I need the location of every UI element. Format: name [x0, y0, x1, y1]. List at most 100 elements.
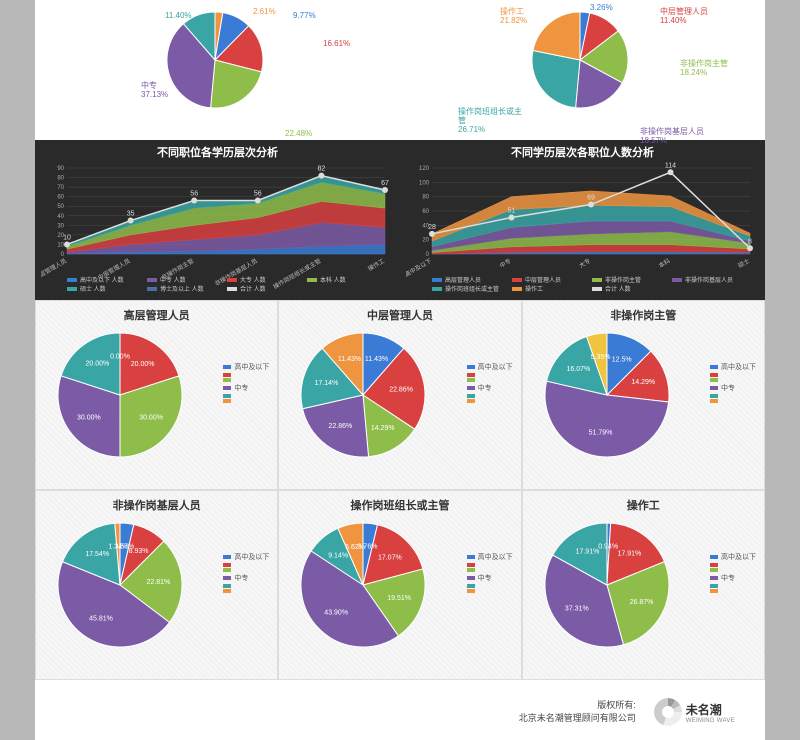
svg-text:56: 56: [190, 190, 198, 197]
small-pie-cell: 高层管理人员0.00%20.00%30.00%30.00%20.00%高中及以下…: [35, 300, 278, 490]
svg-text:硕士: 硕士: [737, 257, 751, 270]
small-pie-legend: 高中及以下中专: [223, 361, 269, 404]
svg-text:80: 80: [57, 176, 64, 182]
svg-text:10: 10: [63, 234, 71, 241]
small-pie-title: 非操作岗基层人员: [36, 497, 277, 513]
svg-text:22.81%: 22.81%: [146, 579, 170, 586]
svg-text:中专 人数: 中专 人数: [160, 276, 186, 284]
small-pie-legend: 高中及以下中专: [710, 361, 756, 404]
svg-text:8.93%: 8.93%: [129, 548, 149, 555]
small-pie-cell: 非操作岗基层人员3.57%8.93%22.81%45.81%17.54%1.34…: [35, 490, 278, 680]
svg-text:高中及以下: 高中及以下: [406, 257, 433, 279]
svg-text:0: 0: [61, 252, 65, 258]
svg-text:大专: 大专: [578, 257, 592, 270]
pie-slice-label: 中专37.13%: [141, 82, 168, 100]
svg-text:操作岗班组长或主管: 操作岗班组长或主管: [272, 257, 323, 291]
svg-text:30.00%: 30.00%: [77, 414, 101, 421]
svg-text:22.86%: 22.86%: [390, 387, 414, 394]
svg-text:大专 人数: 大专 人数: [240, 276, 266, 284]
svg-text:56: 56: [254, 190, 262, 197]
svg-text:40: 40: [57, 214, 64, 220]
svg-text:中专: 中专: [498, 257, 512, 270]
pie-slice-label: 中层管理人员11.40%: [660, 8, 708, 26]
footer-text: 版权所有: 北京未名潮管理顾问有限公司: [519, 699, 636, 724]
small-pie-cell: 操作工0.94%17.91%26.87%37.31%17.91%高中及以下中专: [522, 490, 765, 680]
small-pie-cell: 非操作岗主管 12.5% 14.29% 51.79% 16.07%5.35% 高中及以下中…: [522, 300, 765, 490]
small-pie-legend: 高中及以下中专: [223, 551, 269, 594]
svg-text:高中及以下 人数: 高中及以下 人数: [80, 276, 124, 284]
svg-text:本科: 本科: [657, 257, 671, 270]
svg-text:中层管理人员: 中层管理人员: [525, 276, 561, 284]
svg-text:17.91%: 17.91%: [617, 551, 641, 558]
svg-text:19.51%: 19.51%: [388, 595, 412, 602]
svg-text:37.31%: 37.31%: [565, 606, 589, 613]
svg-text:17.07%: 17.07%: [378, 554, 402, 561]
dark-chart-left-title: 不同职位各学历层次分析: [41, 144, 394, 160]
dark-chart-left: 不同职位各学历层次分析 0102030405060708090103556568…: [35, 140, 400, 300]
svg-text:非操作岗主管: 非操作岗主管: [605, 276, 641, 284]
svg-text:70: 70: [57, 185, 64, 191]
svg-text:26.87%: 26.87%: [629, 599, 653, 606]
svg-text:12.5%: 12.5%: [611, 356, 631, 363]
svg-text:合计 人数: 合计 人数: [240, 285, 266, 293]
small-pie-title: 操作岗班组长或主管: [279, 497, 520, 513]
footer: 版权所有: 北京未名潮管理顾问有限公司 未名潮 WEIMING WAVE: [35, 680, 765, 740]
svg-text:操作工: 操作工: [525, 285, 543, 293]
svg-text:合计 人数: 合计 人数: [605, 285, 631, 293]
svg-text:硕士 人数: 硕士 人数: [80, 285, 106, 293]
small-pie-grid: 高层管理人员0.00%20.00%30.00%30.00%20.00%高中及以下…: [35, 300, 765, 680]
pie-slice-label: 2.61%: [253, 8, 276, 17]
top-pie-row: 2.61%9.77%16.61%22.48%中专37.13%11.40% 3.2…: [35, 0, 765, 140]
svg-text:20.00%: 20.00%: [131, 361, 155, 368]
small-pie-cell: 中层管理人员11.43%22.86%14.29%22.86%17.14%11.4…: [278, 300, 521, 490]
svg-text:6.62%: 6.62%: [345, 544, 365, 551]
pie-slice-label: 22.48%: [285, 130, 312, 139]
pie-slice-label: 16.61%: [323, 40, 350, 49]
top-pie-left: 2.61%9.77%16.61%22.48%中专37.13%11.40%: [35, 0, 400, 140]
copyright-line2: 北京未名潮管理顾问有限公司: [519, 712, 636, 725]
svg-text:43.90%: 43.90%: [325, 609, 349, 616]
svg-text:操作工: 操作工: [366, 257, 386, 273]
svg-text:51.79%: 51.79%: [588, 430, 612, 437]
svg-text:60: 60: [57, 195, 64, 201]
svg-text:5.35%: 5.35%: [590, 354, 610, 361]
svg-text:69: 69: [587, 195, 595, 202]
svg-text:35: 35: [127, 211, 135, 218]
small-pie-cell: 操作岗班组长或主管3.76%17.07%19.51%43.90%9.14%6.6…: [278, 490, 521, 680]
svg-text:80: 80: [422, 195, 429, 201]
svg-text:30: 30: [57, 223, 64, 229]
svg-text:14.29%: 14.29%: [371, 425, 395, 432]
logo-text: 未名潮 WEIMING WAVE: [686, 701, 735, 724]
svg-text:20.00%: 20.00%: [86, 361, 110, 368]
pie-slice-label: 11.40%: [165, 12, 192, 21]
svg-text:114: 114: [665, 162, 676, 169]
footer-logo: 未名潮 WEIMING WAVE: [654, 698, 735, 726]
small-pie-legend: 高中及以下中专: [467, 361, 513, 404]
svg-text:45.81%: 45.81%: [89, 615, 113, 622]
svg-text:博士及以上 人数: 博士及以上 人数: [160, 285, 204, 293]
logo-swirl-icon: [654, 698, 682, 726]
small-pie-title: 非操作岗主管: [523, 307, 764, 323]
svg-text:非操作岗基层人员: 非操作岗基层人员: [685, 276, 733, 284]
brand-name: 未名潮: [686, 701, 735, 718]
pie-slice-label: 非操作岗主管18.24%: [680, 60, 728, 78]
svg-text:17.91%: 17.91%: [575, 549, 599, 556]
svg-text:90: 90: [57, 166, 64, 172]
svg-text:11.43%: 11.43%: [365, 356, 388, 363]
svg-text:0.94%: 0.94%: [598, 543, 618, 550]
pie-slice-label: 操作工21.82%: [500, 8, 527, 26]
svg-text:本科 人数: 本科 人数: [320, 276, 346, 284]
svg-text:120: 120: [419, 166, 430, 172]
svg-text:16.07%: 16.07%: [566, 366, 590, 373]
svg-text:14.29%: 14.29%: [631, 379, 655, 386]
svg-text:67: 67: [381, 180, 389, 187]
svg-text:17.54%: 17.54%: [85, 551, 109, 558]
svg-text:50: 50: [57, 204, 64, 210]
svg-text:100: 100: [419, 180, 430, 186]
svg-text:1.34%: 1.34%: [108, 543, 128, 550]
svg-text:28: 28: [428, 224, 436, 231]
small-pie-legend: 高中及以下中专: [467, 551, 513, 594]
svg-text:操作岗班组长或主管: 操作岗班组长或主管: [445, 285, 499, 293]
svg-text:8: 8: [748, 238, 752, 245]
svg-text:0.00%: 0.00%: [110, 353, 130, 360]
